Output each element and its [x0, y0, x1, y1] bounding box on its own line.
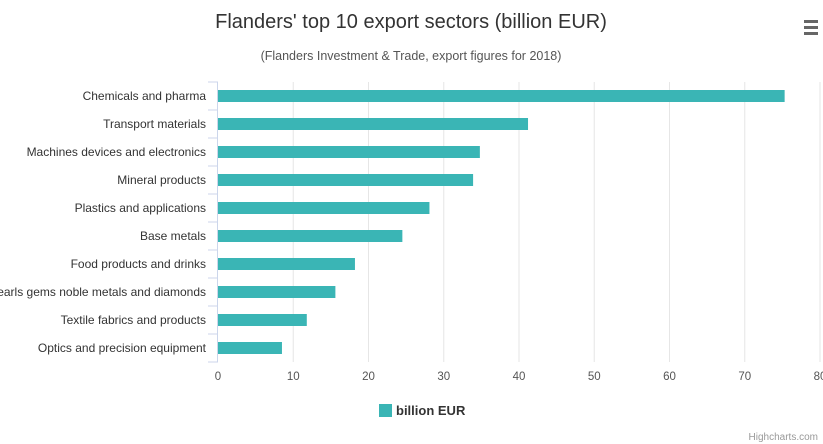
category-label: Base metals — [140, 229, 206, 243]
hamburger-menu-icon[interactable] — [798, 16, 820, 38]
bar[interactable] — [218, 230, 403, 242]
category-label: Chemicals and pharma — [83, 89, 207, 103]
category-label: Pearls gems noble metals and diamonds — [0, 285, 206, 299]
value-axis: 0 10 20 30 40 50 60 70 80 — [215, 371, 823, 383]
bar[interactable] — [218, 174, 474, 186]
category-label: Food products and drinks — [71, 257, 206, 271]
category-axis: Chemicals and pharma Transport materials M… — [0, 81, 218, 363]
category-label: Transport materials — [103, 117, 206, 131]
bar[interactable] — [218, 118, 529, 130]
x-tick-label: 70 — [738, 371, 751, 383]
legend-label[interactable]: billion EUR — [396, 403, 466, 418]
category-label: Optics and precision equipment — [38, 341, 207, 355]
x-tick-label: 50 — [588, 371, 601, 383]
bar[interactable] — [218, 314, 307, 326]
x-tick-label: 40 — [513, 371, 526, 383]
credits-link[interactable]: Highcharts.com — [749, 432, 818, 443]
category-label: Mineral products — [117, 173, 206, 187]
x-tick-label: 30 — [437, 371, 450, 383]
category-label: Textile fabrics and products — [61, 313, 206, 327]
category-label: Machines devices and electronics — [27, 145, 206, 159]
bar[interactable] — [218, 90, 785, 102]
legend[interactable]: billion EUR — [379, 403, 466, 418]
bar[interactable] — [218, 258, 355, 270]
bar[interactable] — [218, 202, 430, 214]
category-label: Plastics and applications — [75, 201, 206, 215]
bar[interactable] — [218, 342, 282, 354]
x-tick-label: 10 — [287, 371, 300, 383]
x-tick-label: 60 — [663, 371, 676, 383]
bar-series — [218, 90, 785, 354]
x-tick-label: 20 — [362, 371, 375, 383]
chart-title: Flanders' top 10 export sectors (billion… — [215, 11, 607, 33]
bar[interactable] — [218, 146, 480, 158]
x-tick-label: 80 — [814, 371, 823, 383]
legend-swatch — [379, 404, 392, 417]
x-tick-label: 0 — [215, 371, 221, 383]
bar[interactable] — [218, 286, 336, 298]
chart-subtitle: (Flanders Investment & Trade, export fig… — [261, 49, 562, 63]
